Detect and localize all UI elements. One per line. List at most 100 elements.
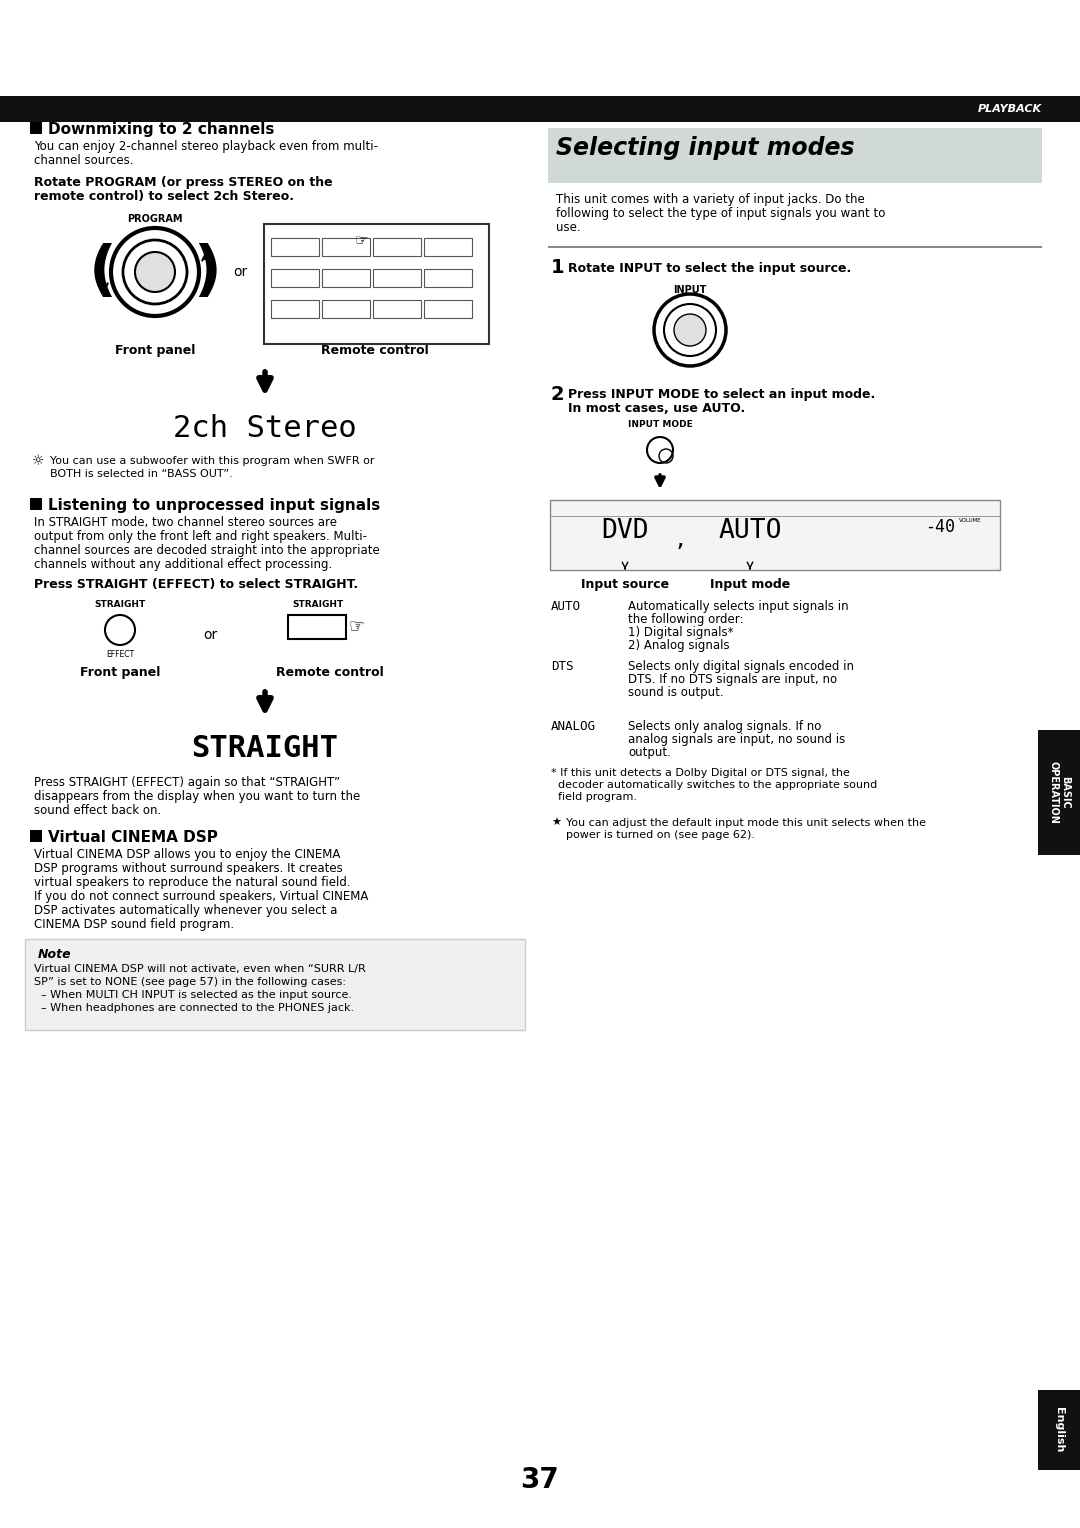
Circle shape: [674, 313, 706, 345]
Bar: [550, 500, 1000, 570]
Text: Listening to unprocessed input signals: Listening to unprocessed input signals: [48, 498, 380, 513]
Text: -40: -40: [924, 518, 955, 536]
Text: sound is output.: sound is output.: [627, 686, 724, 698]
Text: Input mode: Input mode: [710, 578, 791, 591]
Text: BASIC
OPERATION: BASIC OPERATION: [1049, 761, 1070, 824]
Text: ,: ,: [673, 530, 687, 550]
Text: CINEMA DSP sound field program.: CINEMA DSP sound field program.: [33, 918, 234, 931]
Text: If you do not connect surround speakers, Virtual CINEMA: If you do not connect surround speakers,…: [33, 889, 368, 903]
Text: (: (: [89, 243, 117, 301]
Text: NIGHT: NIGHT: [389, 293, 406, 298]
Text: MUSIC: MUSIC: [286, 261, 303, 267]
Bar: [30, 830, 42, 842]
Text: 7: 7: [394, 270, 401, 280]
Text: MD/CD-R: MD/CD-R: [814, 504, 836, 509]
Text: remote control) to select 2ch Stereo.: remote control) to select 2ch Stereo.: [33, 189, 294, 203]
Text: 2: 2: [342, 238, 349, 249]
Text: EFFECT: EFFECT: [106, 649, 134, 659]
Bar: [322, 238, 370, 257]
Bar: [373, 299, 421, 318]
Text: STRAIGHT: STRAIGHT: [191, 733, 338, 762]
Text: power is turned on (see page 62).: power is turned on (see page 62).: [566, 830, 755, 840]
Text: ): ): [193, 243, 221, 301]
Text: DSP activates automatically whenever you select a: DSP activates automatically whenever you…: [33, 905, 337, 917]
Text: STEREO: STEREO: [284, 231, 306, 235]
Text: ROCK: ROCK: [441, 231, 456, 235]
Text: V-AUX: V-AUX: [667, 504, 683, 509]
Text: STRAIGHT: STRAIGHT: [293, 601, 343, 610]
Text: PROGRAM: PROGRAM: [127, 214, 183, 225]
Text: DVD: DVD: [602, 518, 649, 544]
Text: Press STRAIGHT (EFFECT) again so that “STRAIGHT”: Press STRAIGHT (EFFECT) again so that “S…: [33, 776, 340, 788]
Text: DTS: DTS: [551, 660, 573, 672]
Bar: [322, 299, 370, 318]
Text: disappears from the display when you want to turn the: disappears from the display when you wan…: [33, 790, 361, 804]
Bar: [271, 299, 319, 318]
Text: output.: output.: [627, 746, 671, 759]
Text: Remote control: Remote control: [321, 344, 429, 358]
Circle shape: [135, 252, 175, 292]
Text: Rotate PROGRAM (or press STEREO on the: Rotate PROGRAM (or press STEREO on the: [33, 176, 333, 189]
Text: 3: 3: [394, 238, 401, 249]
Text: CD: CD: [921, 504, 929, 509]
Text: 1: 1: [551, 258, 565, 277]
Text: VCR1: VCR1: [619, 504, 632, 509]
Text: This unit comes with a variety of input jacks. Do the: This unit comes with a variety of input …: [556, 193, 865, 206]
Text: You can enjoy 2-channel stereo playback even from multi-: You can enjoy 2-channel stereo playback …: [33, 141, 378, 153]
Text: output from only the front left and right speakers. Multi-: output from only the front left and righ…: [33, 530, 367, 542]
Text: Front panel: Front panel: [114, 344, 195, 358]
Text: Virtual CINEMA DSP: Virtual CINEMA DSP: [48, 830, 218, 845]
Text: Selects only analog signals. If no: Selects only analog signals. If no: [627, 720, 822, 733]
Text: You can adjust the default input mode this unit selects when the: You can adjust the default input mode th…: [566, 817, 926, 828]
Text: following to select the type of input signals you want to: following to select the type of input si…: [556, 206, 886, 220]
Text: 5: 5: [292, 270, 298, 280]
Bar: [424, 299, 472, 318]
Text: In STRAIGHT mode, two channel stereo sources are: In STRAIGHT mode, two channel stereo sou…: [33, 516, 337, 529]
Text: field program.: field program.: [551, 792, 637, 802]
Text: ENTER: ENTER: [431, 301, 465, 312]
Text: ☼: ☼: [32, 454, 44, 468]
Text: DVD: DVD: [770, 504, 781, 509]
Text: English: English: [1054, 1407, 1064, 1453]
Text: 2ch Stereo: 2ch Stereo: [173, 414, 356, 443]
Text: ANALOG: ANALOG: [551, 720, 596, 733]
Text: Note: Note: [38, 947, 71, 961]
Text: ENTAIN: ENTAIN: [336, 261, 356, 267]
Text: +10: +10: [387, 301, 408, 312]
Bar: [424, 269, 472, 287]
Text: AUTO: AUTO: [718, 518, 782, 544]
Text: TUNER: TUNER: [866, 504, 883, 509]
Text: or: or: [233, 264, 247, 280]
Text: Rotate INPUT to select the input source.: Rotate INPUT to select the input source.: [568, 261, 851, 275]
Text: You can use a subwoofer with this program when SWFR or: You can use a subwoofer with this progra…: [50, 455, 375, 466]
Bar: [322, 269, 370, 287]
Text: Press INPUT MODE to select an input mode.: Press INPUT MODE to select an input mode…: [568, 388, 875, 400]
Text: STRAIGHT: STRAIGHT: [94, 601, 146, 610]
Text: 1) Digital signals*: 1) Digital signals*: [627, 626, 733, 639]
Text: VOLUME: VOLUME: [959, 518, 982, 523]
Bar: [30, 498, 42, 510]
Bar: [271, 238, 319, 257]
Text: Press STRAIGHT (EFFECT) to select STRAIGHT.: Press STRAIGHT (EFFECT) to select STRAIG…: [33, 578, 359, 591]
Text: use.: use.: [556, 222, 581, 234]
Text: PHONO: PHONO: [967, 504, 984, 509]
Text: 0: 0: [342, 301, 349, 312]
Bar: [373, 269, 421, 287]
Text: Front panel: Front panel: [80, 666, 160, 678]
Text: 8: 8: [445, 270, 451, 280]
FancyBboxPatch shape: [25, 940, 525, 1030]
Text: JAZZ: JAZZ: [391, 231, 403, 235]
Text: Selecting input modes: Selecting input modes: [556, 136, 854, 160]
Text: decoder automatically switches to the appropriate sound: decoder automatically switches to the ap…: [551, 779, 877, 790]
Text: Downmixing to 2 channels: Downmixing to 2 channels: [48, 122, 274, 138]
Text: PURE DIRECT: PURE DIRECT: [328, 293, 364, 298]
Text: 2: 2: [551, 385, 565, 403]
Text: PLAYBACK: PLAYBACK: [977, 104, 1042, 115]
Text: channel sources are decoded straight into the appropriate: channel sources are decoded straight int…: [33, 544, 380, 558]
Text: ☞: ☞: [349, 617, 365, 636]
Bar: [424, 238, 472, 257]
Text: 6: 6: [342, 270, 349, 280]
Text: ★: ★: [551, 817, 561, 828]
Text: channel sources.: channel sources.: [33, 154, 134, 167]
Text: sound effect back on.: sound effect back on.: [33, 804, 161, 817]
